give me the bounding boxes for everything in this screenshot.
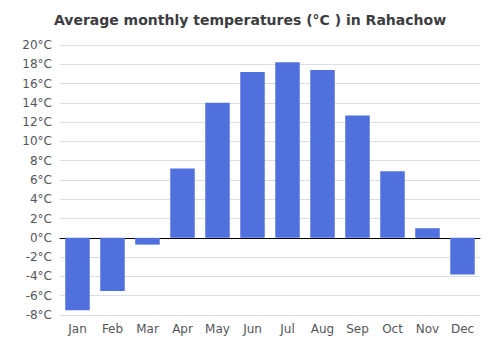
svg-text:-2°C: -2°C [26, 250, 52, 264]
svg-text:Average monthly temperatures (: Average monthly temperatures (°C ) in Ra… [54, 12, 446, 28]
svg-text:8°C: 8°C [30, 154, 52, 168]
svg-text:Aug: Aug [311, 322, 334, 336]
svg-text:Jun: Jun [242, 322, 262, 336]
svg-text:20°C: 20°C [22, 38, 52, 52]
svg-text:-8°C: -8°C [26, 308, 52, 322]
svg-text:Sep: Sep [346, 322, 369, 336]
svg-text:-6°C: -6°C [26, 289, 52, 303]
svg-text:18°C: 18°C [22, 57, 52, 71]
svg-text:6°C: 6°C [30, 173, 52, 187]
svg-text:Oct: Oct [382, 322, 403, 336]
svg-text:May: May [205, 322, 230, 336]
svg-text:14°C: 14°C [22, 96, 52, 110]
svg-text:Nov: Nov [416, 322, 439, 336]
svg-text:16°C: 16°C [22, 77, 52, 91]
svg-text:Feb: Feb [102, 322, 123, 336]
svg-text:Jan: Jan [67, 322, 87, 336]
svg-text:12°C: 12°C [22, 115, 52, 129]
svg-text:2°C: 2°C [30, 212, 52, 226]
svg-text:10°C: 10°C [22, 134, 52, 148]
svg-text:4°C: 4°C [30, 192, 52, 206]
svg-text:0°C: 0°C [30, 231, 52, 245]
svg-text:Jul: Jul [279, 322, 294, 336]
svg-text:Mar: Mar [136, 322, 159, 336]
svg-text:-4°C: -4°C [26, 269, 52, 283]
svg-text:Apr: Apr [172, 322, 193, 336]
svg-text:Dec: Dec [451, 322, 474, 336]
